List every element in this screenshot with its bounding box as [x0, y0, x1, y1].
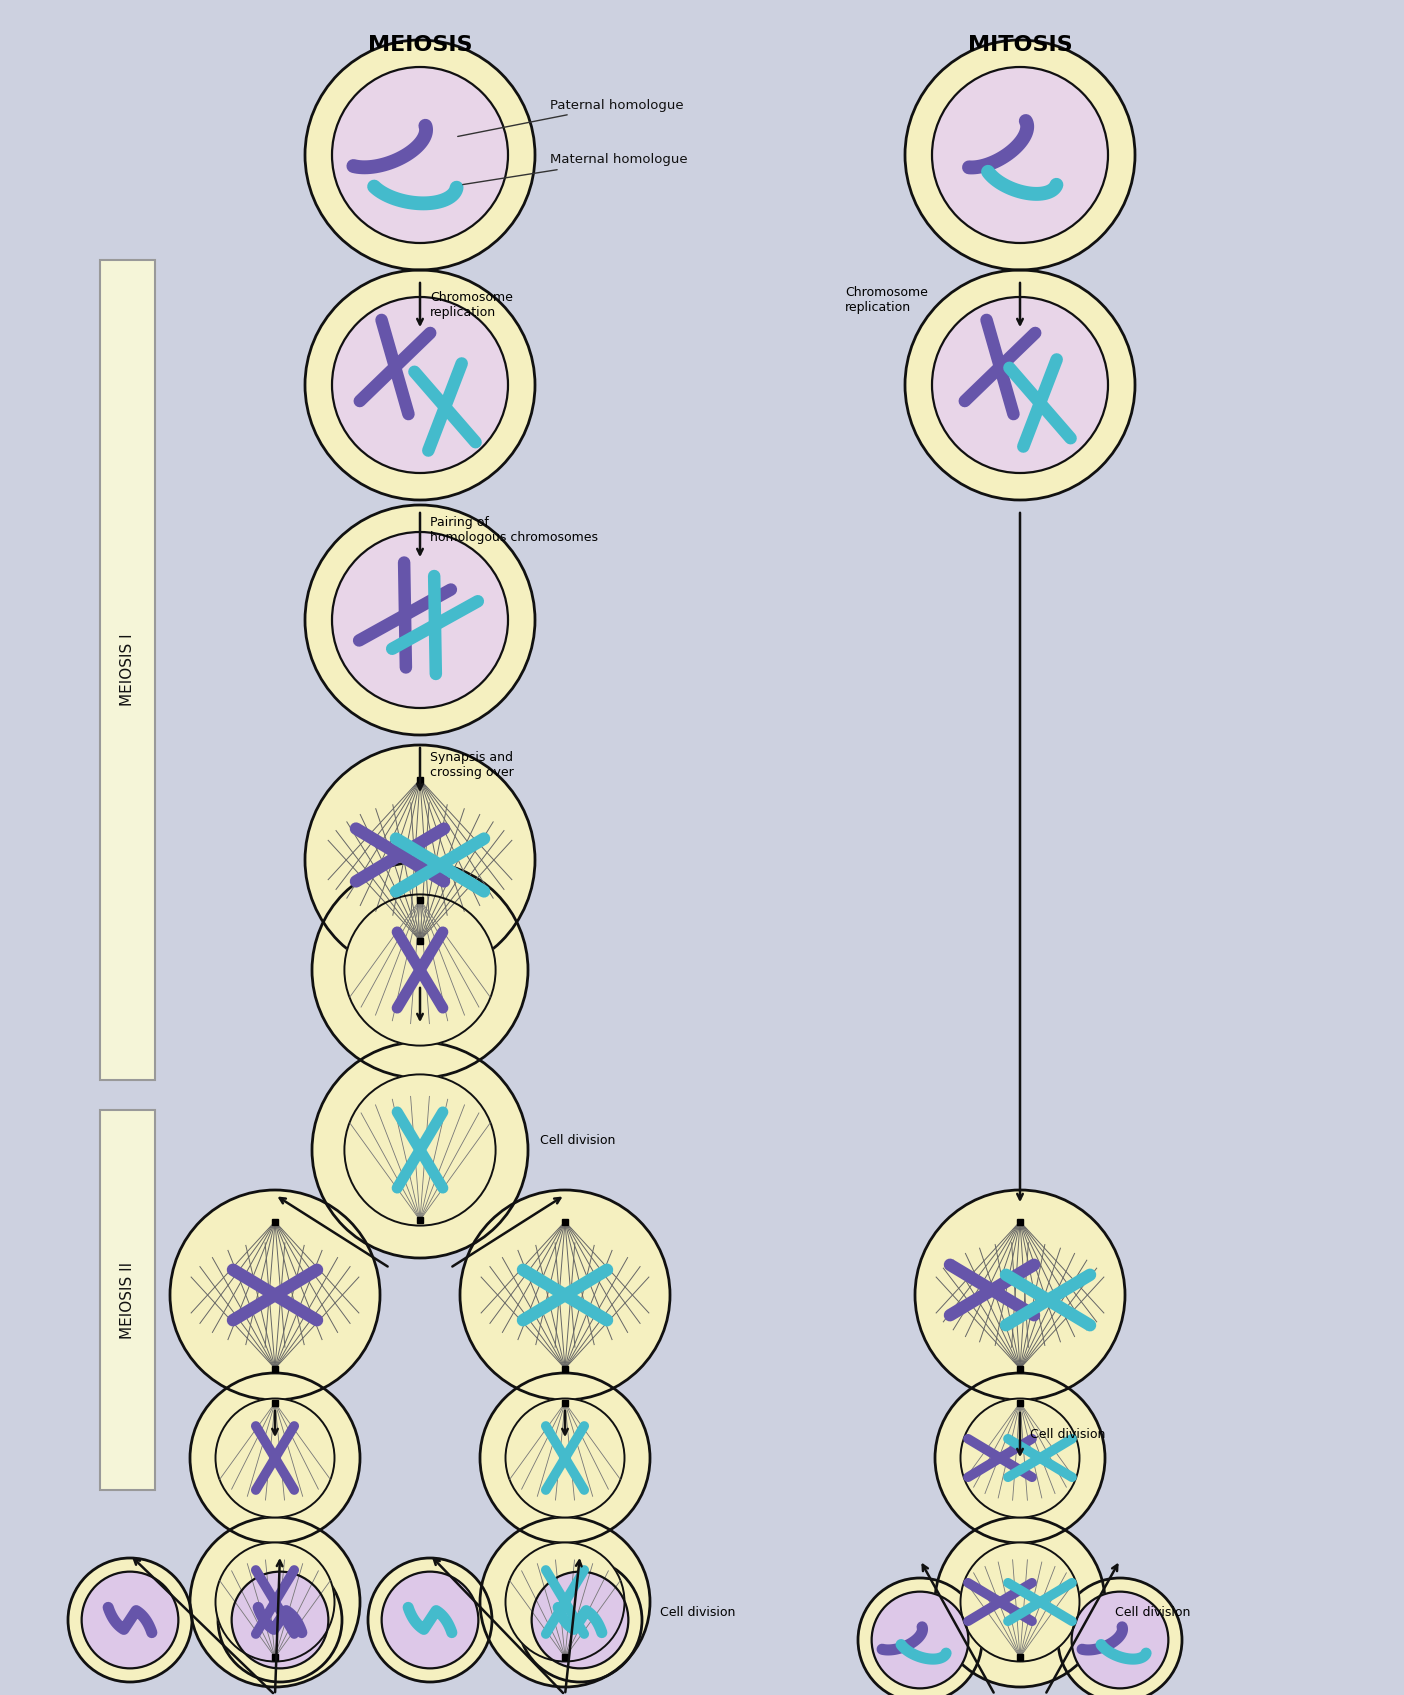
- Circle shape: [305, 41, 535, 270]
- Circle shape: [312, 863, 528, 1078]
- Text: MEIOSIS: MEIOSIS: [368, 36, 472, 54]
- Circle shape: [932, 297, 1108, 473]
- Circle shape: [480, 1517, 650, 1687]
- Text: MEIOSIS I: MEIOSIS I: [119, 634, 135, 707]
- Circle shape: [872, 1592, 969, 1688]
- Circle shape: [170, 1190, 380, 1400]
- FancyBboxPatch shape: [100, 1110, 154, 1490]
- Circle shape: [331, 532, 508, 709]
- Circle shape: [935, 1517, 1105, 1687]
- Text: Pairing of
homologous chromosomes: Pairing of homologous chromosomes: [430, 515, 598, 544]
- Circle shape: [312, 1042, 528, 1258]
- Circle shape: [461, 1190, 670, 1400]
- Circle shape: [81, 1571, 178, 1668]
- Circle shape: [915, 1190, 1125, 1400]
- Circle shape: [932, 68, 1108, 242]
- Circle shape: [305, 746, 535, 975]
- Circle shape: [331, 68, 508, 242]
- Circle shape: [232, 1571, 329, 1668]
- Circle shape: [344, 1075, 496, 1225]
- Circle shape: [218, 1558, 343, 1681]
- Circle shape: [935, 1373, 1105, 1542]
- Circle shape: [305, 505, 535, 736]
- Circle shape: [331, 297, 508, 473]
- Text: Cell division: Cell division: [1031, 1429, 1105, 1441]
- Circle shape: [960, 1542, 1080, 1661]
- Text: Chromosome
replication: Chromosome replication: [845, 286, 928, 314]
- Text: MITOSIS: MITOSIS: [967, 36, 1073, 54]
- Circle shape: [190, 1373, 359, 1542]
- Text: Paternal homologue: Paternal homologue: [458, 98, 684, 137]
- Text: Cell division: Cell division: [660, 1605, 736, 1619]
- Text: Synapsis and
crossing over: Synapsis and crossing over: [430, 751, 514, 780]
- Circle shape: [368, 1558, 491, 1681]
- Circle shape: [215, 1542, 334, 1661]
- Circle shape: [532, 1571, 629, 1668]
- Circle shape: [480, 1373, 650, 1542]
- Circle shape: [67, 1558, 192, 1681]
- Text: Chromosome
replication: Chromosome replication: [430, 292, 512, 319]
- Circle shape: [960, 1398, 1080, 1517]
- Circle shape: [382, 1571, 479, 1668]
- Circle shape: [858, 1578, 981, 1695]
- Text: Cell division: Cell division: [541, 1134, 615, 1146]
- Circle shape: [505, 1398, 625, 1517]
- Circle shape: [305, 270, 535, 500]
- Circle shape: [1059, 1578, 1182, 1695]
- Circle shape: [190, 1517, 359, 1687]
- Circle shape: [518, 1558, 642, 1681]
- Circle shape: [505, 1542, 625, 1661]
- FancyBboxPatch shape: [100, 259, 154, 1080]
- Circle shape: [344, 895, 496, 1046]
- Circle shape: [1071, 1592, 1168, 1688]
- Text: Maternal homologue: Maternal homologue: [463, 154, 688, 185]
- Text: MEIOSIS II: MEIOSIS II: [119, 1261, 135, 1339]
- Text: Cell division: Cell division: [1115, 1605, 1191, 1619]
- Circle shape: [906, 41, 1134, 270]
- Circle shape: [215, 1398, 334, 1517]
- Circle shape: [906, 270, 1134, 500]
